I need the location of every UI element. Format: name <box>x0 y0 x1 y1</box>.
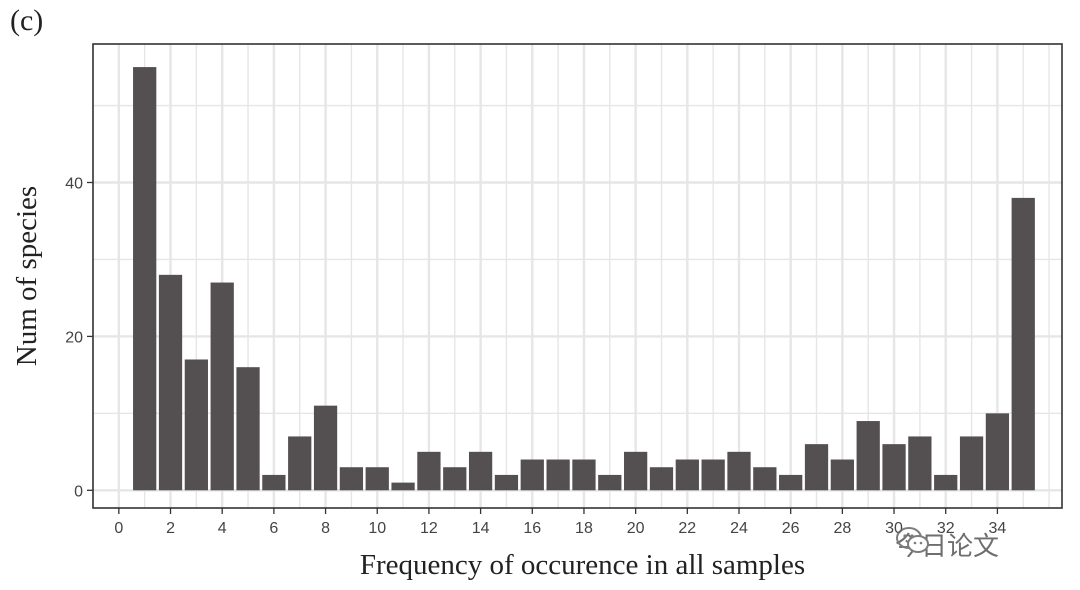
bar <box>598 474 622 491</box>
x-tick-label: 34 <box>989 520 1007 537</box>
x-tick-label: 24 <box>730 520 748 537</box>
bar <box>391 482 415 491</box>
bar <box>546 459 570 491</box>
x-tick-label: 6 <box>269 520 278 537</box>
x-tick-label: 10 <box>368 520 386 537</box>
bar <box>339 467 364 491</box>
bar <box>158 274 183 491</box>
y-tick-label: 0 <box>74 483 83 500</box>
panel-border <box>92 43 1063 509</box>
y-tick-label: 40 <box>65 176 83 193</box>
bar <box>649 467 674 491</box>
bars <box>133 67 1035 491</box>
x-tick-label: 18 <box>575 520 593 537</box>
bar <box>624 451 648 491</box>
bar <box>417 451 441 491</box>
bar <box>313 405 338 491</box>
bar <box>572 459 596 491</box>
bar <box>262 474 286 491</box>
bar <box>804 444 829 491</box>
bar <box>1011 197 1035 491</box>
watermark: 今日论文 <box>895 526 999 562</box>
bar <box>727 451 751 491</box>
bar <box>830 459 854 491</box>
x-tick-label: 12 <box>420 520 438 537</box>
bar <box>753 467 777 491</box>
x-tick-label: 14 <box>472 520 490 537</box>
bar <box>701 459 725 491</box>
wechat-icon <box>896 527 929 553</box>
bar <box>959 436 984 491</box>
y-tick-label: 20 <box>65 329 83 346</box>
bar <box>779 474 803 491</box>
bar <box>675 459 699 491</box>
bar <box>236 367 260 491</box>
bar <box>985 413 1010 491</box>
x-tick-label: 2 <box>166 520 175 537</box>
bar <box>210 282 234 491</box>
bar <box>468 451 493 491</box>
bar <box>908 436 932 491</box>
bar <box>365 467 389 491</box>
bar <box>494 474 519 491</box>
x-tick-label: 0 <box>114 520 123 537</box>
bar <box>443 467 467 491</box>
bar <box>288 436 312 491</box>
bar <box>133 67 157 491</box>
bar <box>856 421 880 491</box>
y-axis-title: Num of species <box>11 186 43 366</box>
x-tick-label: 26 <box>782 520 800 537</box>
bar <box>882 444 906 491</box>
x-tick-label: 28 <box>833 520 851 537</box>
x-tick-label: 22 <box>678 520 696 537</box>
x-tick-label: 20 <box>627 520 645 537</box>
x-axis-title: Frequency of occurence in all samples <box>360 549 805 581</box>
bar <box>934 474 958 491</box>
x-tick-label: 8 <box>321 520 330 537</box>
bar <box>184 359 208 491</box>
x-tick-label: 4 <box>218 520 227 537</box>
bar <box>520 459 544 491</box>
panel-label: (c) <box>10 4 43 37</box>
x-tick-label: 32 <box>937 520 955 537</box>
x-tick-label: 16 <box>523 520 541 537</box>
